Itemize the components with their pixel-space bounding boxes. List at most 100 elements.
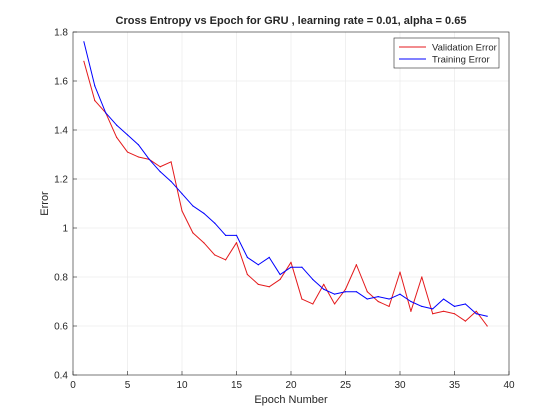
data-point-validation-error [137, 156, 139, 158]
data-point-validation-error [421, 276, 423, 278]
data-point-validation-error [453, 313, 456, 315]
data-point-training-error [181, 193, 183, 195]
data-point-training-error [268, 256, 270, 258]
x-tick-label: 15 [231, 380, 243, 391]
y-tick-label: 1.6 [54, 77, 68, 88]
data-point-validation-error [355, 264, 357, 266]
series-line-training-error [83, 41, 488, 317]
data-point-training-error [159, 171, 161, 173]
data-point-validation-error [312, 303, 314, 305]
data-point-training-error [214, 222, 216, 224]
data-point-training-error [475, 313, 477, 315]
data-point-validation-error [159, 166, 161, 168]
x-tick-label: 20 [285, 380, 297, 391]
data-point-validation-error [246, 273, 248, 276]
data-point-validation-error [268, 286, 270, 288]
data-point-validation-error [486, 325, 488, 327]
data-point-training-error [486, 315, 488, 317]
y-tick-label: 1 [62, 224, 68, 235]
data-point-training-error [312, 278, 314, 281]
data-point-training-error [94, 85, 96, 87]
data-point-validation-error [344, 288, 347, 290]
data-point-training-error [432, 308, 434, 310]
data-point-validation-error [366, 291, 368, 293]
chart-title: Cross Entropy vs Epoch for GRU , learnin… [116, 15, 467, 27]
data-point-validation-error [94, 100, 96, 102]
data-point-training-error [225, 234, 227, 236]
data-point-training-error [323, 288, 325, 290]
data-point-training-error [116, 124, 118, 126]
data-point-training-error [366, 298, 368, 300]
data-point-training-error [137, 144, 139, 146]
data-point-training-error [377, 296, 379, 298]
data-point-validation-error [475, 310, 477, 312]
data-point-training-error [279, 273, 281, 276]
data-point-validation-error [214, 254, 216, 256]
x-tick-label: 10 [176, 380, 188, 391]
legend-box [393, 37, 500, 69]
x-tick-label: 30 [394, 380, 406, 391]
data-point-training-error [290, 266, 292, 268]
data-point-training-error [246, 256, 248, 258]
y-tick-label: 0.6 [54, 322, 68, 333]
x-tick-label: 5 [125, 380, 131, 391]
data-point-validation-error [443, 310, 445, 312]
data-point-validation-error [290, 261, 292, 263]
data-point-validation-error [334, 303, 336, 305]
series-layer [83, 41, 488, 327]
y-tick-label: 1.8 [54, 28, 68, 39]
data-point-validation-error [464, 320, 466, 322]
data-point-validation-error [377, 300, 379, 303]
x-axis-label: Epoch Number [254, 394, 328, 406]
data-point-training-error [203, 212, 205, 214]
data-point-validation-error [126, 151, 129, 153]
y-tick-label: 1.2 [54, 175, 68, 186]
data-point-validation-error [192, 232, 194, 234]
data-point-validation-error [279, 278, 281, 281]
data-point-training-error [148, 158, 150, 160]
data-point-training-error [334, 293, 336, 295]
data-point-training-error [355, 291, 357, 293]
data-point-training-error [421, 305, 423, 307]
x-tick-label: 35 [449, 380, 461, 391]
data-point-validation-error [432, 313, 434, 315]
data-point-training-error [301, 266, 303, 268]
data-point-validation-error [170, 161, 172, 163]
data-point-validation-error [399, 271, 401, 273]
data-point-training-error [410, 300, 412, 303]
y-tick-label: 0.8 [54, 273, 68, 284]
data-point-training-error [344, 291, 347, 293]
data-point-validation-error [388, 305, 390, 307]
data-point-training-error [235, 234, 238, 236]
data-point-validation-error [203, 242, 205, 244]
legend-label-training-error: Training Error [432, 55, 490, 66]
data-point-training-error [126, 134, 129, 136]
data-point-validation-error [410, 310, 412, 312]
x-tick-label: 0 [70, 380, 76, 391]
data-point-training-error [464, 303, 466, 305]
legend-label-validation-error: Validation Error [432, 43, 497, 54]
data-point-training-error [83, 41, 85, 43]
y-tick-label: 1.4 [54, 126, 68, 137]
data-point-validation-error [323, 283, 325, 285]
data-point-training-error [453, 305, 456, 307]
y-tick-label: 0.4 [54, 371, 68, 382]
x-tick-label: 25 [340, 380, 352, 391]
data-point-validation-error [181, 210, 183, 212]
data-point-training-error [443, 298, 445, 300]
data-point-validation-error [225, 259, 227, 261]
data-point-validation-error [257, 283, 259, 285]
data-point-training-error [192, 205, 194, 207]
data-point-training-error [388, 298, 390, 300]
data-point-training-error [105, 112, 107, 114]
x-tick-label: 40 [503, 380, 515, 391]
axis-ticks: 0 5 10 15 20 25 30 35 40 0.4 0.6 0.8 1 1.2 1.4 1.6 1.8 [54, 28, 515, 392]
data-point-validation-error [301, 298, 303, 300]
data-point-training-error [257, 264, 259, 266]
data-point-training-error [170, 180, 172, 183]
data-point-validation-error [116, 136, 118, 138]
data-point-training-error [399, 293, 401, 295]
data-point-validation-error [235, 242, 238, 244]
